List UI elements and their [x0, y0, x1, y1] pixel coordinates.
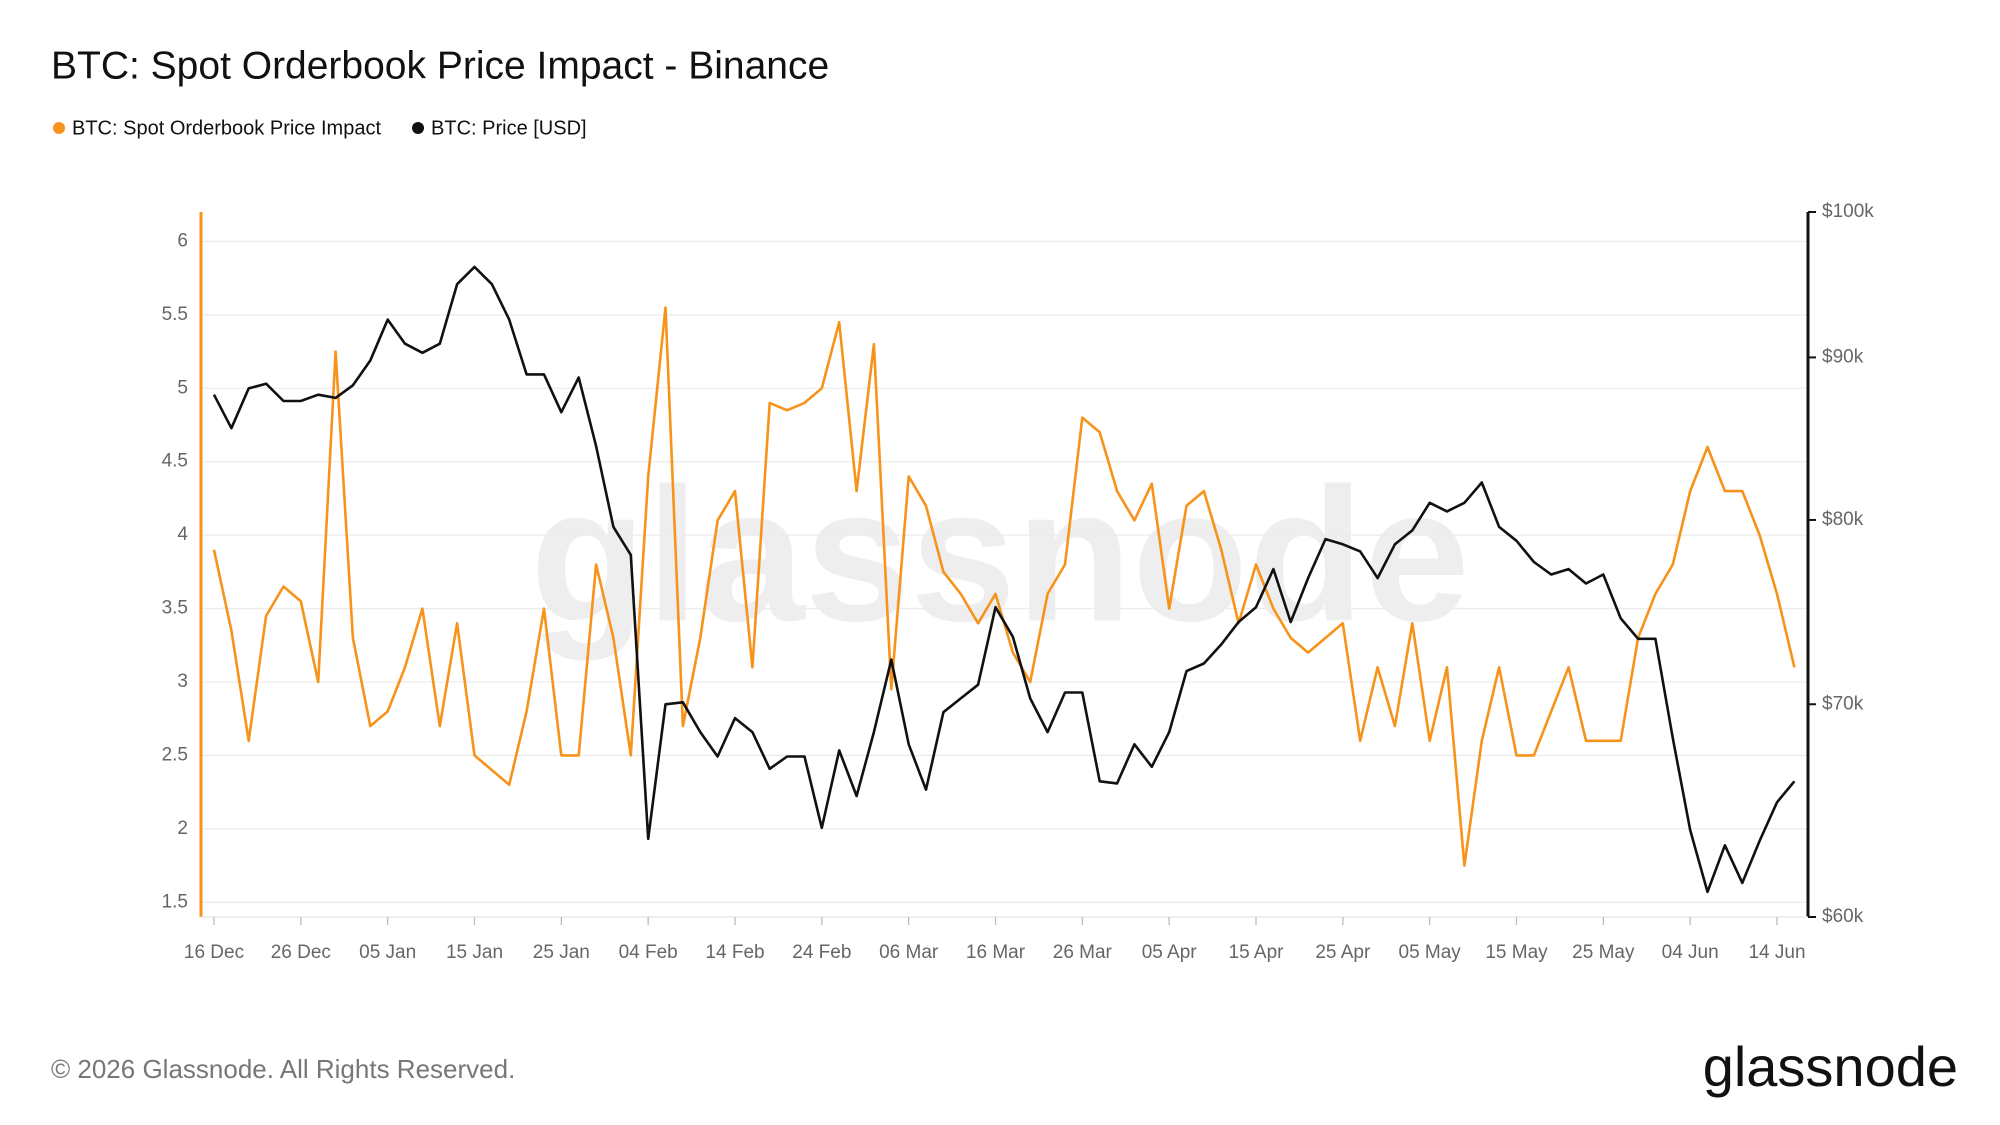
y2-tick-label: $60k: [1822, 906, 1864, 927]
y-tick-label: 6: [177, 230, 188, 251]
y2-tick-label: $80k: [1822, 509, 1864, 530]
x-tick-label: 25 Jan: [533, 942, 590, 963]
x-tick-label: 04 Jun: [1662, 942, 1719, 963]
y-tick-label: 2.5: [162, 744, 188, 765]
series-line: [212, 265, 1796, 894]
x-tick-label: 16 Dec: [184, 942, 244, 963]
x-tick-label: 05 Jan: [359, 942, 416, 963]
y2-tick-label: $70k: [1822, 693, 1864, 714]
x-tick-label: 04 Feb: [619, 942, 678, 963]
y-tick-label: 4: [177, 524, 188, 545]
x-tick-label: 26 Dec: [271, 942, 331, 963]
x-tick-label: 15 May: [1485, 942, 1548, 963]
x-tick-label: 14 Jun: [1748, 942, 1805, 963]
y-tick-label: 5: [177, 377, 188, 398]
y-tick-label: 2: [177, 818, 188, 839]
legend: BTC: Spot Orderbook Price Impact BTC: Pri…: [53, 117, 587, 139]
y-tick-label: 1.5: [162, 891, 188, 912]
x-tick-label: 16 Mar: [966, 942, 1026, 963]
x-tick-label: 14 Feb: [705, 942, 764, 963]
x-tick-label: 24 Feb: [792, 942, 851, 963]
legend-label: BTC: Spot Orderbook Price Impact: [72, 117, 381, 139]
y-tick-label: 4.5: [162, 451, 188, 472]
watermark: glassnode: [530, 449, 1470, 661]
legend-label: BTC: Price [USD]: [431, 117, 587, 139]
legend-marker: [412, 122, 425, 134]
logo: glassnode: [1703, 1035, 1958, 1098]
y2-tick-label: $100k: [1822, 201, 1874, 222]
x-tick-label: 15 Jan: [446, 942, 503, 963]
x-tick-label: 25 Apr: [1315, 942, 1371, 963]
y-tick-label: 3: [177, 671, 188, 692]
chart-title: BTC: Spot Orderbook Price Impact - Binan…: [51, 44, 829, 87]
x-tick-label: 05 Apr: [1142, 942, 1198, 963]
x-tick-label: 26 Mar: [1053, 942, 1113, 963]
footer: © 2026 Glassnode. All Rights Reserved.: [51, 1054, 515, 1084]
x-tick-label: 25 May: [1572, 942, 1635, 963]
x-tick-label: 15 Apr: [1229, 942, 1285, 963]
y-tick-label: 5.5: [162, 304, 188, 325]
legend-marker: [53, 122, 65, 134]
x-tick-label: 05 May: [1399, 942, 1462, 963]
y-tick-label: 3.5: [162, 598, 188, 619]
y2-tick-label: $90k: [1822, 346, 1864, 367]
x-tick-label: 06 Mar: [879, 942, 939, 963]
